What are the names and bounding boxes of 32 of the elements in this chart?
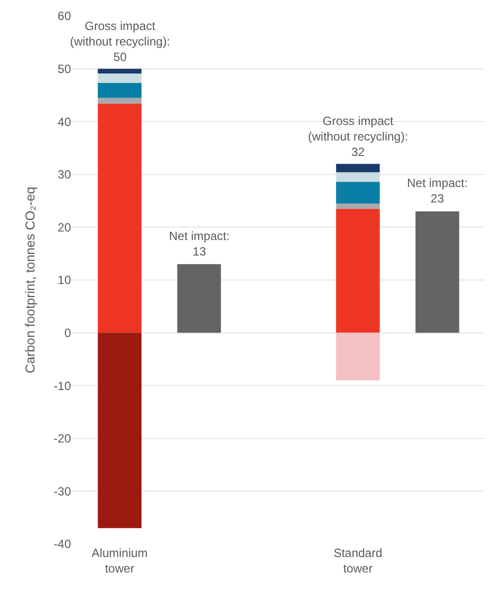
- y-tick-label: 40: [58, 114, 72, 129]
- bar: [336, 164, 380, 172]
- bar: [98, 83, 142, 98]
- bar: [98, 332, 142, 528]
- annotation: Gross impact (without recycling): 32: [308, 114, 408, 160]
- bar: [98, 68, 142, 74]
- y-tick-label: -30: [54, 484, 72, 498]
- bar: [336, 332, 380, 380]
- bar: [98, 74, 142, 84]
- bar: [98, 104, 142, 333]
- y-tick-label: -40: [54, 537, 72, 552]
- bar: [336, 203, 380, 209]
- y-tick-label: 10: [58, 273, 72, 288]
- data-label: Net impact: 13: [169, 229, 230, 259]
- bar: [336, 208, 380, 333]
- y-tick-label: 30: [58, 168, 72, 182]
- x-tick-label: Aluminium tower: [92, 546, 148, 576]
- bar: [336, 172, 380, 182]
- bar: [416, 211, 460, 333]
- y-axis-title: Carbon footprint, tonnes CO₂-eq: [22, 186, 38, 374]
- bar: [98, 98, 142, 104]
- annotation: Gross impact (without recycling): 50: [70, 19, 170, 64]
- x-tick-label: Standard tower: [334, 546, 382, 576]
- bar: [177, 264, 221, 333]
- y-tick-label: 60: [58, 9, 72, 24]
- y-tick-label: -10: [54, 378, 72, 393]
- data-label: Net impact: 23: [407, 176, 468, 206]
- y-tick-label: 20: [58, 220, 72, 234]
- y-tick-label: -20: [54, 432, 72, 446]
- y-tick-label: 0: [64, 326, 72, 340]
- y-tick-label: 50: [58, 62, 72, 76]
- bar: [336, 182, 380, 204]
